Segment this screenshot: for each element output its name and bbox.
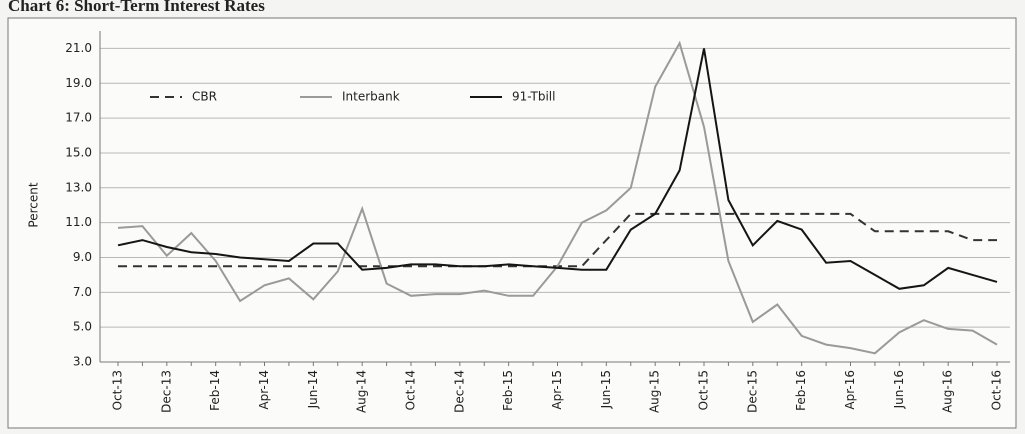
x-tick-label: Dec-13 (159, 370, 173, 413)
y-tick-label: 15.0 (65, 145, 92, 159)
y-tick-label: 9.0 (73, 250, 92, 264)
x-tick-label: Feb-15 (501, 370, 515, 411)
y-tick-label: 19.0 (65, 76, 92, 90)
x-tick-label: Apr-15 (550, 370, 564, 410)
x-tick-label: Jun-15 (599, 370, 613, 409)
y-tick-label: 5.0 (73, 320, 92, 334)
y-tick-label: 13.0 (65, 180, 92, 194)
x-tick-label: Aug-16 (941, 370, 955, 413)
series-line (117, 40, 998, 355)
y-tick-label: 3.0 (73, 355, 92, 369)
legend-label: Interbank (342, 90, 400, 104)
x-tick-label: Feb-14 (208, 370, 222, 411)
x-tick-label: Jun-14 (306, 370, 320, 409)
chart-title: Chart 6: Short-Term Interest Rates (8, 0, 265, 15)
x-tick-label: Oct-13 (111, 370, 125, 410)
series-line (117, 48, 998, 290)
x-tick-label: Feb-16 (794, 370, 808, 411)
y-tick-label: 17.0 (65, 111, 92, 125)
x-tick-label: Aug-14 (355, 370, 369, 413)
y-tick-label: 7.0 (73, 285, 92, 299)
x-tick-label: Aug-15 (648, 370, 662, 413)
x-tick-label: Apr-16 (843, 370, 857, 410)
y-axis-label: Percent (27, 182, 41, 227)
x-tick-label: Apr-14 (257, 370, 271, 410)
legend-label: CBR (192, 90, 217, 104)
x-tick-label: Dec-14 (452, 370, 466, 413)
legend-label: 91-Tbill (512, 90, 555, 104)
x-tick-label: Jun-16 (892, 370, 906, 409)
y-tick-label: 21.0 (65, 41, 92, 55)
x-tick-label: Oct-16 (990, 370, 1004, 410)
x-tick-label: Dec-15 (745, 370, 759, 413)
x-tick-label: Oct-15 (697, 370, 711, 410)
y-tick-label: 11.0 (65, 215, 92, 229)
x-tick-label: Oct-14 (404, 370, 418, 410)
